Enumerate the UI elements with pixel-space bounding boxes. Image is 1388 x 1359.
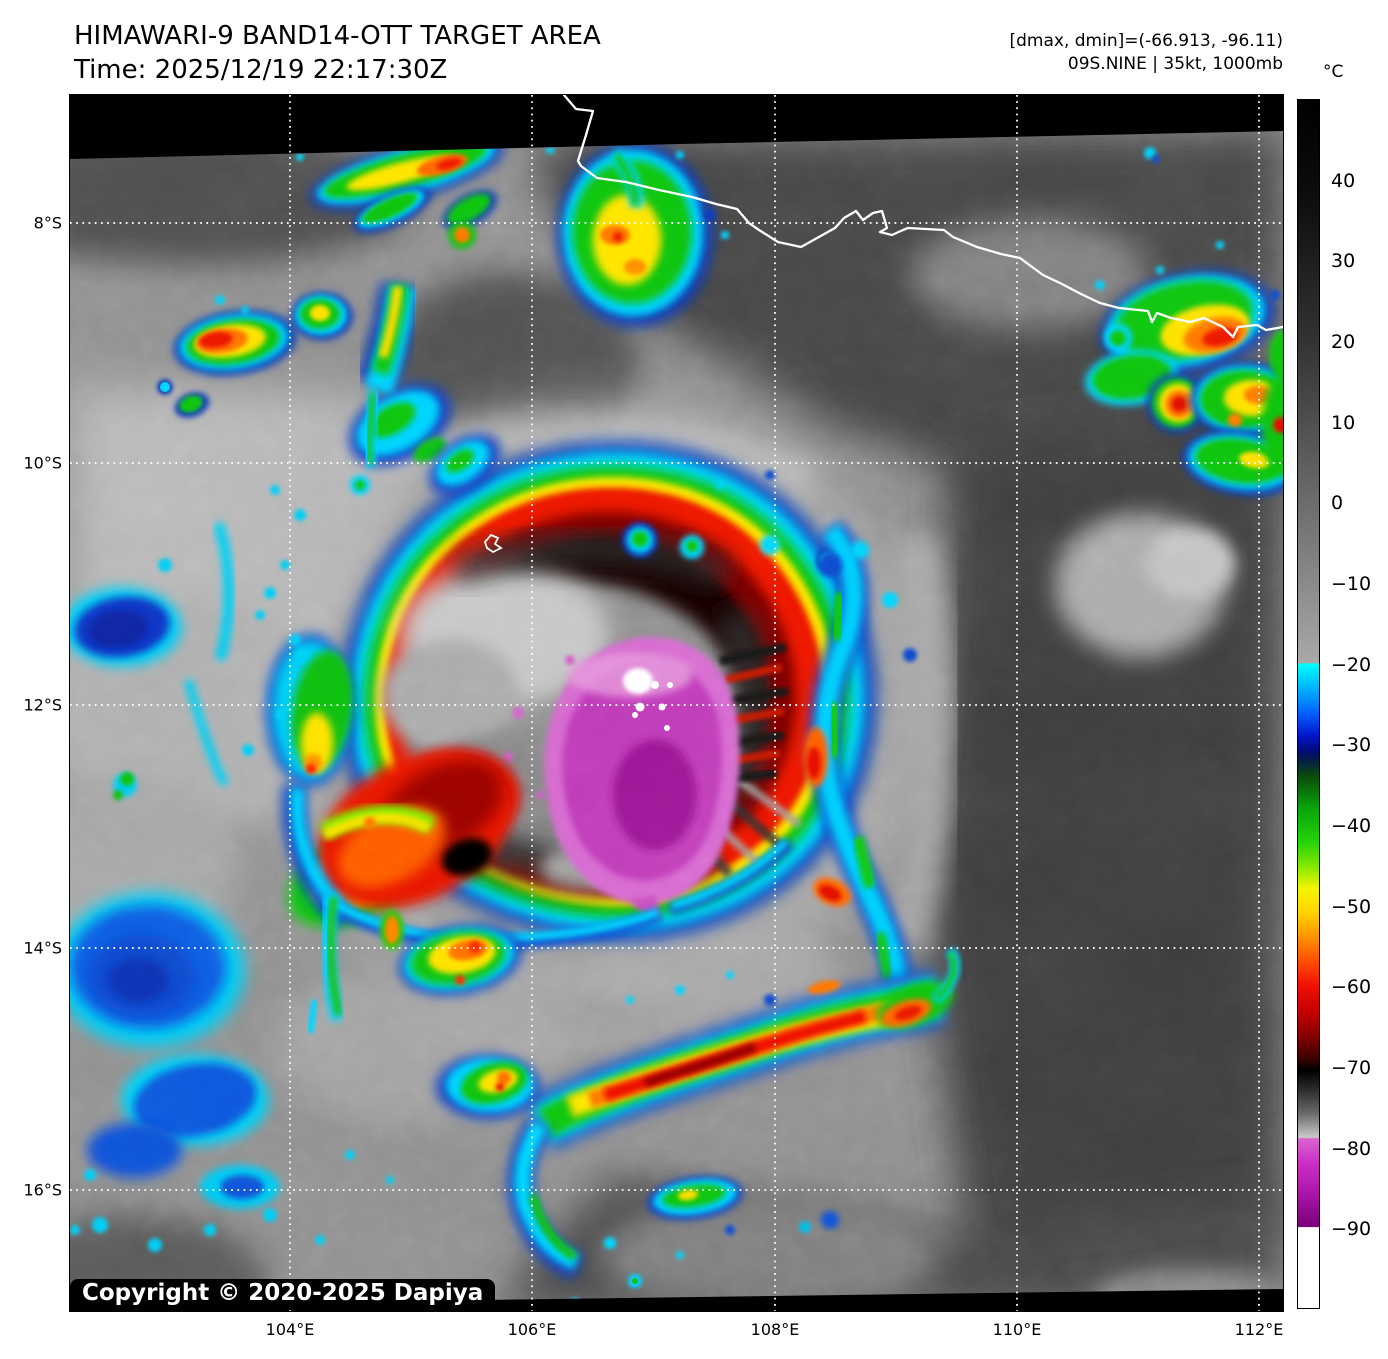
- lon-label-110e: 110°E: [992, 1320, 1042, 1339]
- colorbar-tick: 40: [1331, 170, 1356, 192]
- colorbar-tick: 10: [1331, 412, 1356, 434]
- satellite-image: [70, 95, 1283, 1311]
- colorbar-tick: 30: [1331, 250, 1356, 272]
- colorbar-tick: −90: [1331, 1218, 1372, 1240]
- cloud-texture: [70, 95, 1283, 1311]
- lat-label-14s: 14°S: [23, 938, 62, 958]
- lon-label-106e: 106°E: [507, 1320, 557, 1339]
- lat-label-10s: 10°S: [23, 453, 62, 473]
- colorbar-tick: 0: [1331, 492, 1344, 514]
- storm-info-annotation: 09S.NINE | 35kt, 1000mb: [1067, 54, 1283, 74]
- colorbar-tick: −40: [1331, 815, 1372, 837]
- lon-label-104e: 104°E: [265, 1320, 315, 1339]
- colorbar-tick: −70: [1331, 1057, 1372, 1079]
- colorbar: 40 30 20 10 0 −10 −20 −30 −40 −50 −60 −7…: [1297, 99, 1371, 1309]
- colorbar-tick: −10: [1331, 573, 1372, 595]
- colorbar-tick: −30: [1331, 734, 1372, 756]
- lon-label-112e: 112°E: [1234, 1320, 1284, 1339]
- lat-label-8s: 8°S: [33, 213, 62, 233]
- lat-label-12s: 12°S: [23, 695, 62, 715]
- coastline: [562, 95, 1283, 339]
- colorbar-tick: 20: [1331, 331, 1356, 353]
- dmin-contour: [483, 533, 503, 554]
- satellite-map: Copyright © 2020-2025 Dapiya: [69, 94, 1284, 1312]
- copyright-badge: Copyright © 2020-2025 Dapiya: [70, 1279, 496, 1308]
- lat-label-16s: 16°S: [23, 1180, 62, 1200]
- product-time: Time: 2025/12/19 22:17:30Z: [74, 55, 448, 85]
- colorbar-tick: −80: [1331, 1138, 1372, 1160]
- dmax-dmin-annotation: [dmax, dmin]=(-66.913, -96.11): [1009, 31, 1284, 51]
- graticule: [70, 95, 1283, 1311]
- colorbar-unit-label: °C: [1323, 62, 1344, 82]
- colorbar-tick: −50: [1331, 896, 1372, 918]
- product-title: HIMAWARI-9 BAND14-OTT TARGET AREA: [74, 21, 601, 51]
- header-annotations: [dmax, dmin]=(-66.913, -96.11) 09S.NINE …: [1010, 30, 1284, 76]
- colorbar-tick: −60: [1331, 976, 1372, 998]
- lon-label-108e: 108°E: [750, 1320, 800, 1339]
- colorbar-tick: −20: [1331, 654, 1372, 676]
